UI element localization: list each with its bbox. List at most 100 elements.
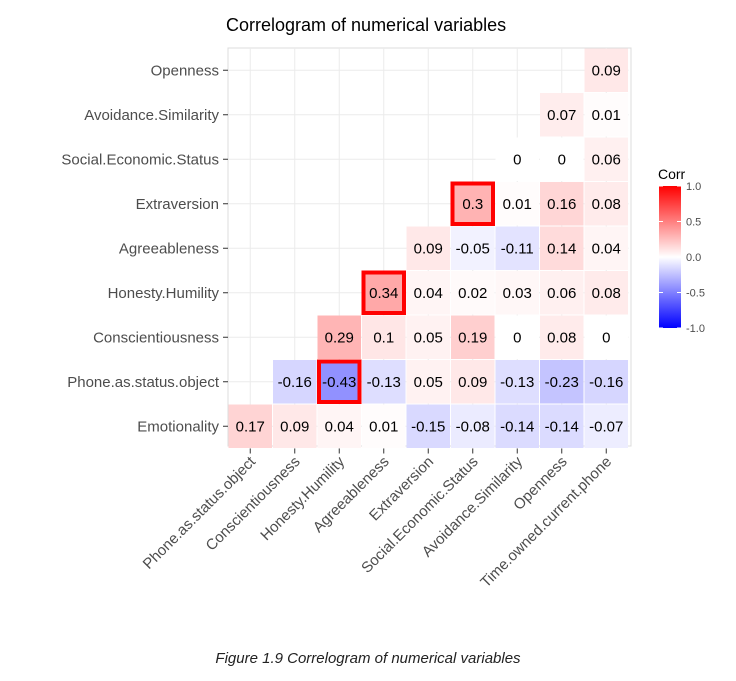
cell-value-label: 0.09 [280,418,309,435]
cell-value-label: 0.09 [414,240,443,257]
heatmap-cell [451,226,495,270]
cell-value-label: 0.08 [592,196,621,213]
heatmap-cell [584,271,628,315]
heatmap-cell [451,271,495,315]
heatmap-cell [584,48,628,92]
heatmap-cell [540,226,584,270]
cell-value-label: 0 [602,329,610,346]
cell-value-label: 0.08 [547,329,576,346]
y-tick-label: Phone.as.status.object [67,374,220,391]
heatmap-cell [584,93,628,137]
heatmap-cell [451,315,495,359]
legend-tick-label: -0.5 [686,288,705,300]
cell-value-label: -0.05 [456,240,490,257]
cell-value-label: -0.11 [501,240,534,257]
y-tick-label: Openness [151,62,219,79]
cell-value-label: -0.14 [500,418,534,435]
heatmap-cell [540,315,584,359]
heatmap-cell [540,271,584,315]
x-axis-tick-labels: Phone.as.status.objectConscientiousnessH… [140,448,615,591]
heatmap-cell [540,137,584,181]
cell-value-label: 0.29 [325,329,354,346]
cell-value-label: 0.01 [503,196,532,213]
cell-value-label: 0.34 [369,285,398,302]
cell-value-label: 0.19 [458,329,487,346]
chart-title: Correlogram of numerical variables [226,15,506,35]
heatmap-cell [228,404,272,448]
cell-value-label: 0.06 [592,151,621,168]
cell-value-label: 0.04 [592,240,621,257]
heatmap-cell [495,182,539,226]
cell-value-label: 0.08 [592,285,621,302]
cell-value-label: -0.14 [545,418,579,435]
cell-value-label: -0.43 [322,374,356,391]
legend-tick-label: 1.0 [686,181,701,193]
heatmap-cell [540,182,584,226]
heatmap-cell [362,404,406,448]
heatmap-cell [362,315,406,359]
cell-value-label: -0.16 [589,374,623,391]
heatmap-cell [584,137,628,181]
cell-value-label: 0.03 [503,285,532,302]
cell-value-label: -0.23 [545,374,579,391]
heatmap-cell [584,360,628,404]
heatmap-cell [317,404,361,448]
cell-value-label: 0 [513,151,521,168]
cell-value-label: 0.02 [458,285,487,302]
y-tick-label: Agreeableness [119,240,219,257]
heatmap-cell [540,360,584,404]
legend-colorbar [659,186,681,328]
legend-title: Corr [658,166,686,182]
y-tick-label: Social.Economic.Status [61,151,219,168]
highlight-box [450,181,495,226]
heatmap-cell [540,93,584,137]
heatmap-cell [495,137,539,181]
heatmap-cell [273,360,317,404]
legend-tick-label: -1.0 [686,323,705,335]
y-tick-label: Emotionality [137,418,219,435]
heatmap-cell [584,315,628,359]
y-tick-label: Extraversion [136,196,219,213]
figure-caption: Figure 1.9 Correlogram of numerical vari… [215,650,521,667]
highlight-box [361,270,406,315]
heatmap-cell [273,404,317,448]
y-axis-tick-labels: Openness Avoidance.Similarity Social.Econo… [61,62,228,435]
cell-value-label: -0.07 [589,418,623,435]
cell-value-label: 0 [513,329,521,346]
heatmap-cell [406,360,450,404]
cell-value-label: 0.06 [547,285,576,302]
color-legend: Corr 1.0 0.5 0.0 -0.5 -1.0 [658,166,705,335]
legend-ticks: 1.0 0.5 0.0 -0.5 -1.0 [659,181,705,335]
heatmap-cell [406,404,450,448]
heatmap-cell [495,315,539,359]
heatmap-cell [362,360,406,404]
cell-value-label: -0.13 [367,374,401,391]
cell-value-label: 0.05 [414,374,443,391]
cell-value-label: 0.01 [592,107,621,124]
heatmap-cell [451,360,495,404]
heatmap-cell [317,360,361,404]
heatmap-cell [495,404,539,448]
heatmap-cell [584,404,628,448]
x-tick-label: Agreeableness [310,453,393,536]
cell-value-label: 0.04 [414,285,443,302]
heatmap-cell [495,226,539,270]
heatmap-cell [495,271,539,315]
heatmap-cell [451,182,495,226]
heatmap-cells [228,48,628,448]
heatmap-cell [451,404,495,448]
cell-value-label: 0.1 [373,329,394,346]
y-tick-label: Avoidance.Similarity [84,107,219,124]
cell-value-label: 0 [558,151,566,168]
cell-value-label: -0.16 [278,374,312,391]
heatmap-cell [495,360,539,404]
cell-value-label: 0.09 [592,62,621,79]
cell-value-label: -0.15 [411,418,445,435]
heatmap-cell [406,226,450,270]
cell-value-label: 0.09 [458,374,487,391]
cell-value-label: 0.05 [414,329,443,346]
cell-value-label: 0.3 [462,196,483,213]
heatmap-cell [317,315,361,359]
cell-value-label: 0.07 [547,107,576,124]
